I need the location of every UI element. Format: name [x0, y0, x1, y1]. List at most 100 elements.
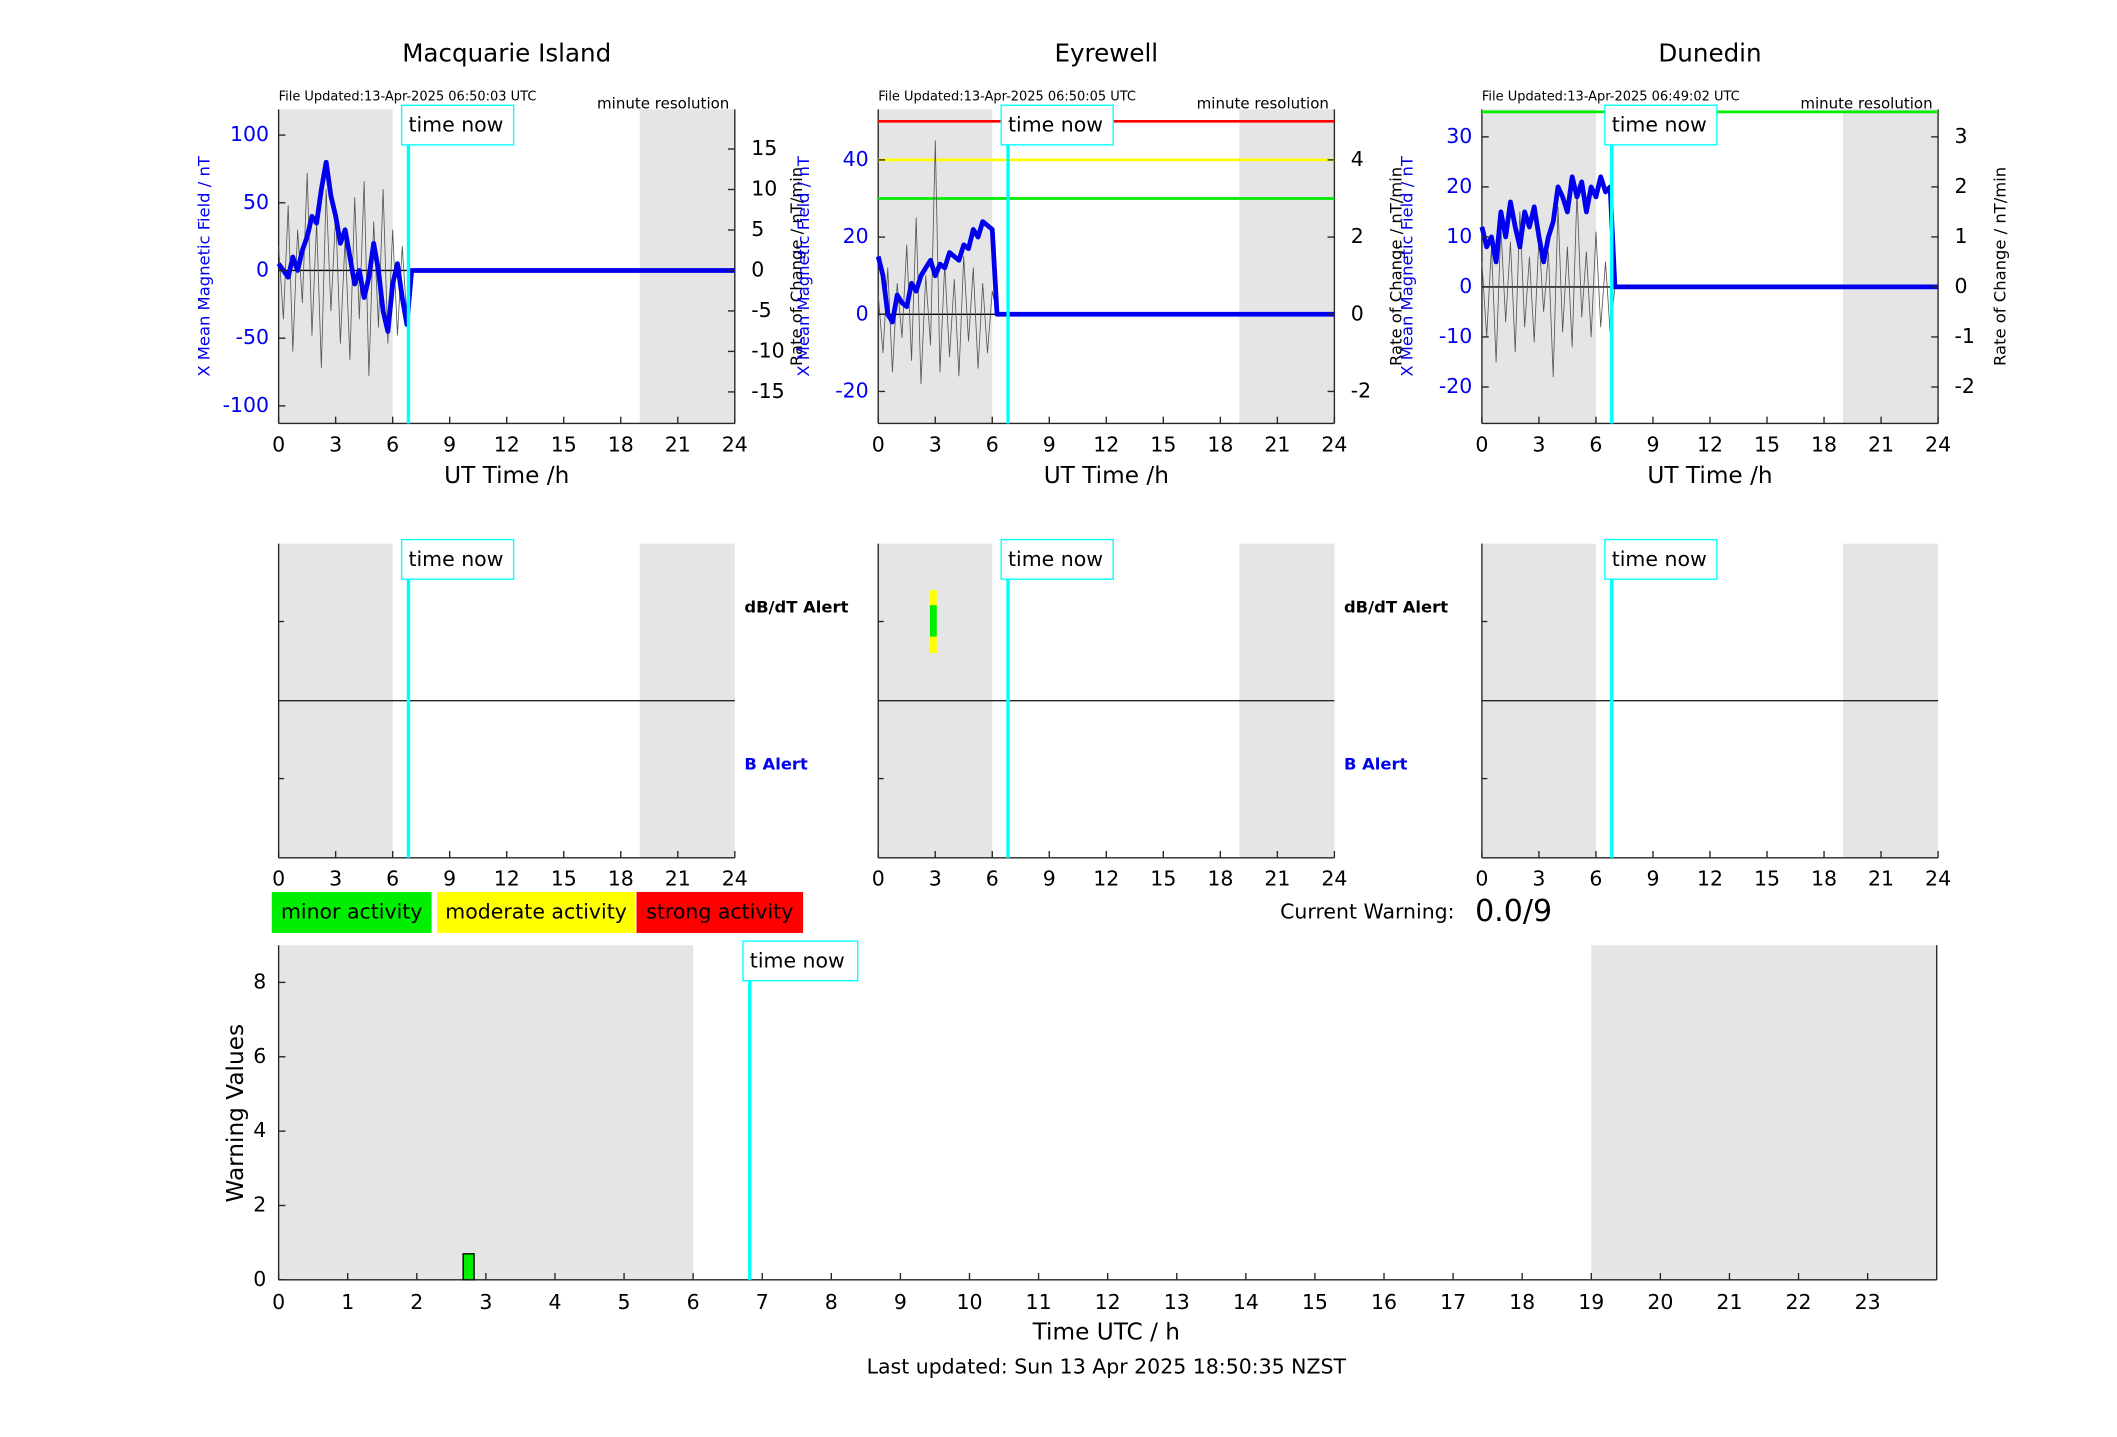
- x-tick-label: 6: [1589, 867, 1602, 891]
- x-tick-label: 4: [548, 1290, 561, 1314]
- y-axis-label: X Mean Magnetic Field / nT: [794, 155, 813, 377]
- x-tick-label: 7: [756, 1290, 769, 1314]
- time-now-box: [1000, 104, 1114, 146]
- x-tick-label: 21: [665, 867, 691, 891]
- resolution: minute resolution: [597, 94, 729, 112]
- x-tick-label: 9: [1646, 432, 1659, 456]
- alert-label: dB/dT Alert: [1344, 597, 1448, 616]
- x-tick-label: 21: [1716, 1290, 1742, 1314]
- legend-label: minor activity: [281, 899, 423, 923]
- x-tick-label: 6: [386, 867, 399, 891]
- legend-swatch: [636, 891, 804, 933]
- x-tick-label: 9: [443, 432, 456, 456]
- y-tick-label: -10: [1439, 324, 1472, 348]
- x-tick-label: 18: [608, 432, 634, 456]
- x-tick-label: 15: [1302, 1290, 1328, 1314]
- x-tick-label: 24: [1925, 432, 1951, 456]
- x-tick-label: 12: [494, 432, 520, 456]
- y2-axis-label: Rate of Change / nT/min: [787, 167, 806, 366]
- x-tick-label: 6: [986, 432, 999, 456]
- y2-tick-label: 0: [751, 257, 764, 281]
- x-tick-label: 15: [1754, 867, 1780, 891]
- x-tick-label: 2: [410, 1290, 423, 1314]
- series-line: [278, 172, 735, 377]
- y-tick-label: 30: [1446, 124, 1472, 148]
- y2-tick-label: -10: [751, 338, 784, 362]
- y2-tick-label: -15: [751, 379, 784, 403]
- time-now-label: time now: [1008, 113, 1103, 137]
- x-tick-label: 12: [1093, 867, 1119, 891]
- y-axis-label: X Mean Magnetic Field / nT: [194, 155, 213, 377]
- x-tick-label: 15: [1150, 432, 1176, 456]
- y-tick-label: 10: [1446, 224, 1472, 248]
- y2-tick-label: 2: [1351, 224, 1364, 248]
- x-tick-label: 24: [1925, 867, 1951, 891]
- x-tick-label: 11: [1026, 1290, 1052, 1314]
- x-tick-label: 5: [618, 1290, 631, 1314]
- y-axis-label: Warning Values: [222, 1024, 249, 1203]
- y-tick-label: 0: [253, 1267, 266, 1291]
- x-tick-label: 3: [329, 867, 342, 891]
- series-line: [276, 159, 735, 334]
- y2-axis-label: Rate of Change / nT/min: [1387, 167, 1406, 366]
- x-tick-label: 15: [1150, 867, 1176, 891]
- x-tick-label: 3: [929, 867, 942, 891]
- legend-label: moderate activity: [445, 899, 627, 923]
- x-tick-label: 0: [872, 432, 885, 456]
- x-tick-label: 15: [551, 432, 577, 456]
- x-tick-label: 12: [494, 867, 520, 891]
- time-now-box: [400, 538, 515, 580]
- y2-tick-label: -2: [1351, 378, 1371, 402]
- time-now-box: [400, 104, 515, 146]
- x-tick-label: 12: [1095, 1290, 1121, 1314]
- night-shade: [878, 109, 993, 424]
- x-tick-label: 6: [986, 867, 999, 891]
- footer: Last updated: Sun 13 Apr 2025 18:50:35 N…: [867, 1354, 1347, 1378]
- x-tick-label: 6: [687, 1290, 700, 1314]
- night-shade: [278, 945, 694, 1280]
- y2-tick-label: 1: [1954, 224, 1967, 248]
- alert-mark: [929, 605, 937, 637]
- y-tick-label: 6: [253, 1044, 266, 1068]
- x-tick-label: 9: [1043, 867, 1056, 891]
- y2-tick-label: 4: [1351, 147, 1364, 171]
- x-tick-label: 0: [272, 432, 285, 456]
- alert-label: B Alert: [1344, 754, 1408, 773]
- series-line: [1479, 174, 1939, 290]
- y-tick-label: 2: [253, 1192, 266, 1216]
- night-shade: [1239, 109, 1335, 424]
- alert-label: B Alert: [744, 754, 808, 773]
- chart-title: Macquarie Island: [402, 39, 611, 68]
- y-tick-label: 100: [230, 122, 269, 146]
- x-tick-label: 17: [1440, 1290, 1466, 1314]
- time-now-label: time now: [1612, 547, 1707, 571]
- x-axis-label: UT Time /h: [1044, 462, 1169, 489]
- x-tick-label: 20: [1647, 1290, 1673, 1314]
- x-tick-label: 12: [1697, 432, 1723, 456]
- y2-tick-label: 3: [1954, 124, 1967, 148]
- time-now-box: [1000, 538, 1114, 580]
- y-tick-label: 0: [856, 301, 869, 325]
- x-tick-label: 10: [956, 1290, 982, 1314]
- file-updated: File Updated:13-Apr-2025 06:50:05 UTC: [878, 90, 1136, 105]
- file-updated: File Updated:13-Apr-2025 06:49:02 UTC: [1482, 90, 1740, 105]
- x-tick-label: 22: [1786, 1290, 1812, 1314]
- x-tick-label: 14: [1233, 1290, 1259, 1314]
- x-tick-label: 19: [1578, 1290, 1604, 1314]
- y-tick-label: 0: [256, 257, 269, 281]
- x-tick-label: 18: [1207, 867, 1233, 891]
- time-now-label: time now: [750, 949, 845, 973]
- x-tick-label: 3: [479, 1290, 492, 1314]
- y2-tick-label: 15: [751, 136, 777, 160]
- y-tick-label: 20: [843, 224, 869, 248]
- x-tick-label: 8: [825, 1290, 838, 1314]
- y-tick-label: -20: [1439, 374, 1472, 398]
- x-tick-label: 3: [329, 432, 342, 456]
- chart-title: Dunedin: [1658, 39, 1761, 68]
- x-tick-label: 9: [1043, 432, 1056, 456]
- y-axis-label: X Mean Magnetic Field / nT: [1398, 155, 1417, 377]
- y2-tick-label: 2: [1954, 174, 1967, 198]
- y2-axis-label: Rate of Change / nT/min: [1990, 167, 2009, 366]
- night-shade: [1843, 109, 1939, 424]
